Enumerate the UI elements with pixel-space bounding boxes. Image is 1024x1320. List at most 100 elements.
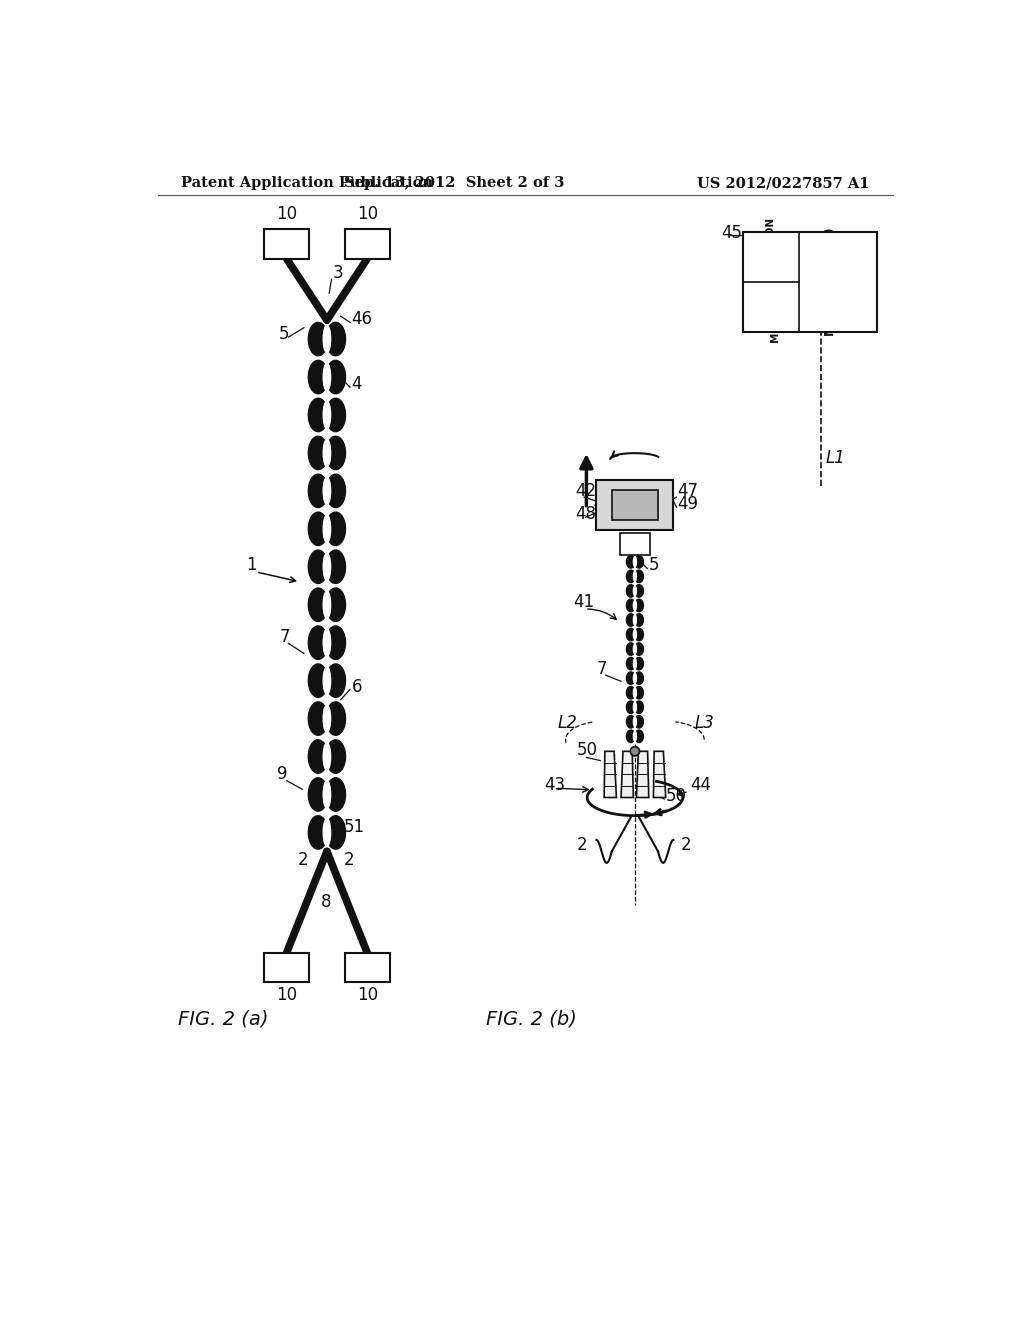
Ellipse shape	[635, 599, 643, 611]
Text: L2: L2	[558, 714, 578, 733]
Ellipse shape	[634, 673, 637, 684]
Bar	[345, 230, 390, 259]
Ellipse shape	[308, 399, 328, 432]
Polygon shape	[653, 751, 666, 797]
Ellipse shape	[308, 626, 328, 660]
Ellipse shape	[635, 701, 643, 714]
Bar	[611, 490, 658, 520]
Ellipse shape	[635, 556, 643, 568]
Ellipse shape	[324, 440, 331, 466]
Ellipse shape	[634, 572, 637, 581]
Ellipse shape	[308, 474, 328, 508]
Text: 6: 6	[351, 678, 362, 696]
Text: 47: 47	[677, 482, 698, 500]
Ellipse shape	[326, 322, 345, 356]
Ellipse shape	[326, 626, 345, 660]
Text: 3: 3	[333, 264, 344, 281]
Text: 10: 10	[275, 205, 297, 223]
Ellipse shape	[635, 614, 643, 626]
Ellipse shape	[324, 667, 331, 694]
Text: LENGTH
MEASURING: LENGTH MEASURING	[759, 272, 780, 342]
Ellipse shape	[308, 739, 328, 774]
Ellipse shape	[308, 322, 328, 356]
Ellipse shape	[634, 644, 637, 653]
Ellipse shape	[627, 715, 635, 729]
Text: Sep. 13, 2012  Sheet 2 of 3: Sep. 13, 2012 Sheet 2 of 3	[344, 176, 564, 190]
Ellipse shape	[308, 436, 328, 470]
Text: 9: 9	[276, 766, 288, 783]
Text: 49: 49	[677, 495, 698, 512]
Ellipse shape	[627, 599, 635, 611]
Text: 7: 7	[596, 660, 607, 677]
Text: MOTOR (A, B, C)
CONTROLLER: MOTOR (A, B, C) CONTROLLER	[824, 227, 852, 335]
Text: 5: 5	[280, 325, 290, 343]
Ellipse shape	[324, 478, 331, 504]
Ellipse shape	[634, 688, 637, 698]
Ellipse shape	[324, 781, 331, 808]
Text: FIG. 2 (a): FIG. 2 (a)	[178, 1010, 268, 1028]
Text: 46: 46	[351, 310, 373, 327]
Ellipse shape	[635, 585, 643, 597]
Text: 2: 2	[344, 851, 354, 870]
Text: L1: L1	[825, 449, 846, 466]
Ellipse shape	[308, 664, 328, 697]
Text: 4: 4	[351, 375, 362, 393]
Ellipse shape	[308, 550, 328, 583]
Text: 48: 48	[574, 504, 596, 523]
Ellipse shape	[324, 326, 331, 352]
Text: 45: 45	[721, 223, 742, 242]
Ellipse shape	[308, 360, 328, 393]
Ellipse shape	[635, 672, 643, 684]
Text: 7: 7	[280, 628, 290, 645]
Text: 41: 41	[573, 593, 595, 611]
Text: 10: 10	[356, 986, 378, 1005]
Text: 50: 50	[578, 741, 598, 759]
Ellipse shape	[324, 515, 331, 543]
Ellipse shape	[326, 702, 345, 735]
Ellipse shape	[326, 399, 345, 432]
Text: 5: 5	[649, 556, 659, 574]
Circle shape	[631, 747, 640, 756]
Ellipse shape	[634, 702, 637, 713]
Text: INSTRUCTION: INSTRUCTION	[765, 216, 775, 297]
Ellipse shape	[308, 587, 328, 622]
Bar	[742, 231, 878, 331]
Ellipse shape	[634, 731, 637, 742]
Ellipse shape	[635, 730, 643, 743]
Ellipse shape	[627, 570, 635, 582]
Bar	[621, 533, 649, 554]
Ellipse shape	[627, 686, 635, 700]
Ellipse shape	[326, 360, 345, 393]
Ellipse shape	[635, 628, 643, 640]
Ellipse shape	[635, 686, 643, 700]
Ellipse shape	[326, 739, 345, 774]
Text: L3: L3	[695, 714, 715, 733]
Ellipse shape	[627, 585, 635, 597]
Ellipse shape	[627, 556, 635, 568]
Ellipse shape	[634, 586, 637, 595]
Text: 43: 43	[544, 776, 565, 793]
Text: 8: 8	[321, 892, 331, 911]
Ellipse shape	[308, 777, 328, 812]
Ellipse shape	[324, 705, 331, 733]
Bar	[264, 230, 309, 259]
Ellipse shape	[627, 657, 635, 669]
Polygon shape	[621, 751, 634, 797]
Ellipse shape	[308, 816, 328, 849]
Ellipse shape	[324, 630, 331, 656]
Ellipse shape	[634, 601, 637, 610]
Ellipse shape	[326, 816, 345, 849]
Ellipse shape	[326, 587, 345, 622]
Ellipse shape	[308, 512, 328, 545]
Bar	[345, 953, 390, 982]
Ellipse shape	[627, 614, 635, 626]
Ellipse shape	[627, 701, 635, 714]
Text: US 2012/0227857 A1: US 2012/0227857 A1	[697, 176, 869, 190]
Polygon shape	[604, 751, 616, 797]
Ellipse shape	[326, 550, 345, 583]
Ellipse shape	[324, 401, 331, 429]
Ellipse shape	[634, 615, 637, 624]
Ellipse shape	[326, 474, 345, 508]
Polygon shape	[637, 751, 649, 797]
Ellipse shape	[627, 672, 635, 684]
